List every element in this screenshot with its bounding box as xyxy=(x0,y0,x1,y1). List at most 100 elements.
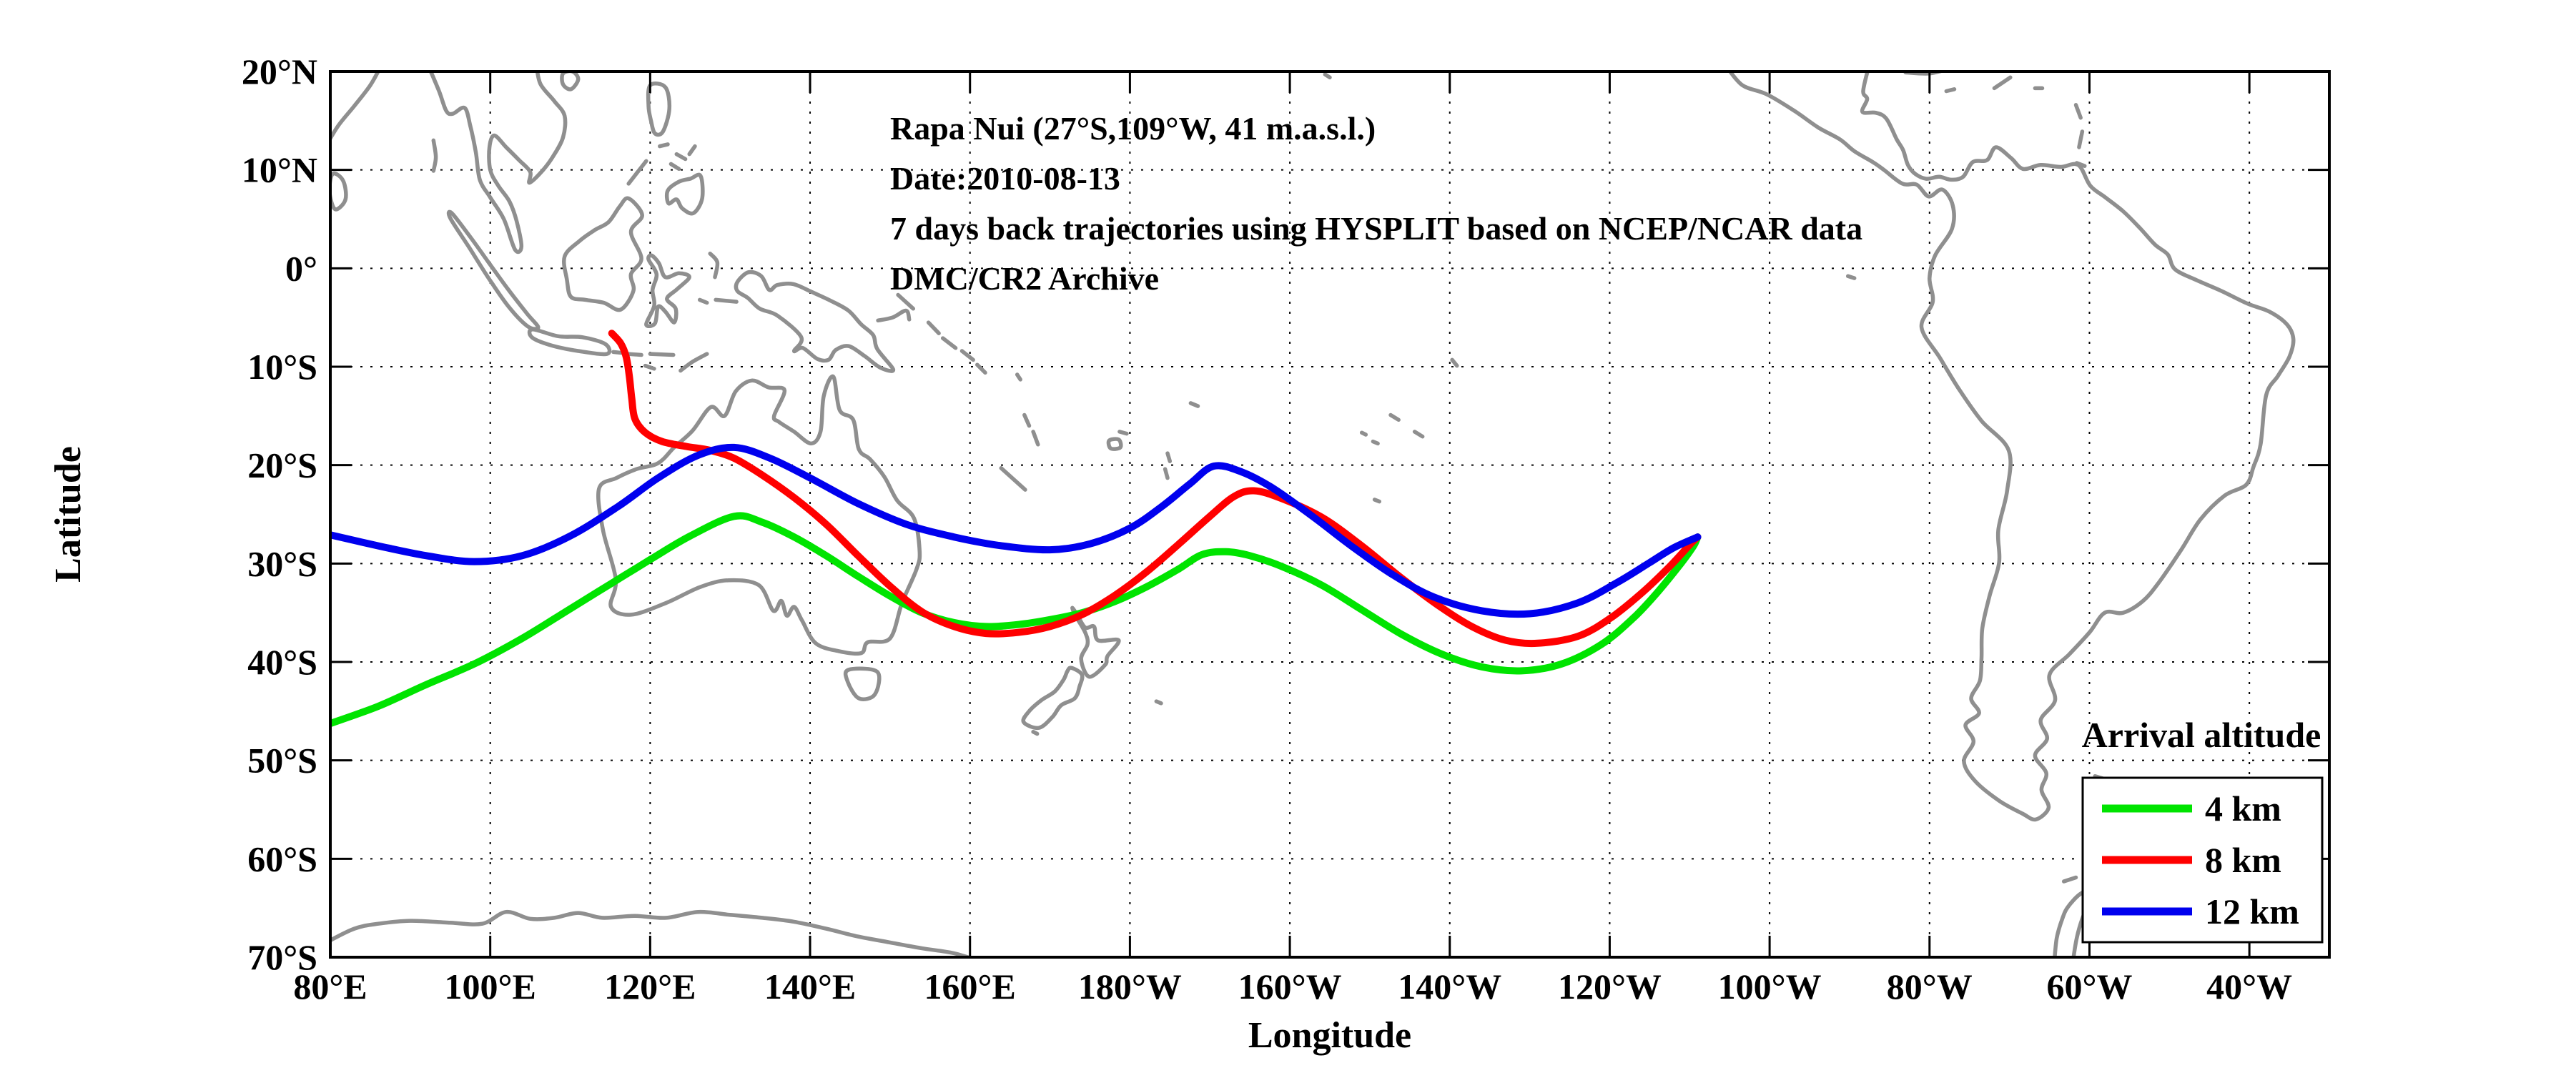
y-tick-label: 30°S xyxy=(247,543,317,583)
coastline-sumatra xyxy=(446,209,541,331)
coastline-tasmania xyxy=(843,666,882,701)
coastline-tahiti xyxy=(1371,439,1380,446)
axes-frame xyxy=(329,70,2331,959)
title-line-4: DMC/CR2 Archive xyxy=(890,260,1159,297)
x-tick-label: 40°W xyxy=(2206,966,2292,1007)
y-tick-label: 40°S xyxy=(247,642,317,682)
coastline-vanuatu-2 xyxy=(1031,430,1040,447)
coastline-tuamotu-1 xyxy=(1388,412,1401,422)
coastline-visayas-2 xyxy=(668,162,681,172)
coastline-solomons-2 xyxy=(940,336,958,350)
axis-titles: Longitude Latitude xyxy=(48,446,1411,1056)
x-axis-title: Longitude xyxy=(1248,1015,1411,1056)
coastline-fiji xyxy=(1106,437,1123,451)
y-tick-label: 50°S xyxy=(247,741,317,781)
coastline-hainan xyxy=(560,71,581,92)
x-tick-label: 140°W xyxy=(1398,966,1501,1007)
x-tick-label: 180°W xyxy=(1078,966,1182,1007)
coastline-palawan xyxy=(626,159,648,186)
coastline-australia xyxy=(596,374,922,656)
coastline-chatham xyxy=(1154,699,1163,706)
coastline-new-ireland xyxy=(896,292,916,311)
trajectories xyxy=(330,330,1702,728)
x-tick-label: 80°E xyxy=(293,966,367,1007)
coastline-timor xyxy=(678,352,709,373)
coastline-marquesas xyxy=(1450,357,1459,368)
y-tick-label: 20°N xyxy=(242,51,317,92)
coastline-sumba xyxy=(643,363,656,371)
coastline-andaman xyxy=(431,138,438,173)
coastline-samar xyxy=(687,144,697,157)
coastline-galapagos xyxy=(1845,274,1857,280)
y-tick-label: 0° xyxy=(285,248,317,288)
trajectory-12-km xyxy=(330,443,1702,618)
coastline-new-britain xyxy=(876,308,912,323)
coastline-lesser-antilles-1 xyxy=(2073,103,2083,120)
coastline-sulawesi xyxy=(644,253,691,329)
coastline-nz-north-island xyxy=(1070,605,1121,679)
coastline-new-guinea xyxy=(734,270,896,373)
y-tick-label: 10°N xyxy=(242,150,317,190)
coastline-borneo xyxy=(562,196,644,312)
y-axis-title: Latitude xyxy=(48,446,89,583)
coastline-halmahera xyxy=(708,251,720,280)
gridlines xyxy=(330,71,2329,957)
x-tick-labels: 80°E 100°E 120°E 140°E 160°E 180°W 160°W 140°W 1… xyxy=(293,966,2292,1007)
coastline-antarctica xyxy=(330,909,974,957)
coastline-south-shetland xyxy=(2061,875,2078,884)
trajectory-8-km xyxy=(608,330,1702,648)
x-tick-label: 100°W xyxy=(1718,966,1822,1007)
coastline-tuamotu-2 xyxy=(1412,430,1425,439)
x-tick-label: 160°E xyxy=(924,966,1016,1007)
x-tick-label: 120°W xyxy=(1558,966,1662,1007)
y-tick-labels: 20°N 10°N 0° 10°S 20°S 30°S 40°S 50°S 60°S 70°S xyxy=(242,51,317,977)
x-tick-label: 80°W xyxy=(1887,966,1973,1007)
x-tick-label: 160°W xyxy=(1238,966,1342,1007)
coastline-austral xyxy=(1372,498,1382,504)
coastlines xyxy=(330,71,2296,957)
coastline-stewart-island xyxy=(1031,729,1040,736)
y-tick-label: 60°S xyxy=(247,839,317,879)
coastline-trinidad xyxy=(2074,161,2087,168)
coastline-society-1 xyxy=(1359,430,1368,437)
coastline-nz-south-island xyxy=(1021,666,1085,731)
coastline-lesser-antilles-2 xyxy=(2077,129,2085,149)
legend-label-8-km: 8 km xyxy=(2205,840,2281,880)
coastline-hispaniola xyxy=(1992,75,2013,91)
coastline-india-east-coast xyxy=(330,71,380,143)
coastline-solomons-4 xyxy=(975,362,987,375)
y-tick-label: 20°S xyxy=(247,445,317,485)
coastline-java xyxy=(527,327,612,357)
coastline-mindanao xyxy=(664,172,705,216)
coastline-flores xyxy=(648,352,676,357)
y-tick-label: 70°S xyxy=(247,937,317,977)
legend-label-12-km: 12 km xyxy=(2205,891,2299,931)
coastline-sri-lanka xyxy=(330,171,348,212)
legend-title: Arrival altitude xyxy=(2082,715,2321,755)
coastline-hawaii xyxy=(1323,72,1332,80)
coastline-seram xyxy=(714,297,739,304)
tick-marks xyxy=(330,71,2329,957)
x-tick-label: 120°E xyxy=(604,966,696,1007)
coastline-new-caledonia xyxy=(999,466,1027,492)
coastline-santa-cruz xyxy=(1015,372,1022,382)
coastline-samoa xyxy=(1188,401,1200,408)
x-tick-label: 140°E xyxy=(764,966,856,1007)
coastline-luzon xyxy=(646,81,672,137)
x-tick-label: 60°W xyxy=(2046,966,2132,1007)
coastline-solomons-1 xyxy=(926,320,941,335)
coastline-fiji-vanua-levu xyxy=(1117,430,1129,436)
coastline-tonga-1 xyxy=(1165,451,1173,463)
title-block: Rapa Nui (27°S,109°W, 41 m.a.s.l.) Date:2… xyxy=(890,110,1862,297)
coastline-solomons-3 xyxy=(959,349,975,362)
title-line-2: Date:2010-08-13 xyxy=(890,160,1120,197)
plot-border xyxy=(329,70,2331,959)
title-line-1: Rapa Nui (27°S,109°W, 41 m.a.s.l.) xyxy=(890,110,1376,147)
coastline-se-asia-mainland xyxy=(428,71,568,254)
x-tick-label: 100°E xyxy=(445,966,536,1007)
legend: Arrival altitude 4 km 8 km 12 km xyxy=(2081,715,2324,944)
y-tick-label: 10°S xyxy=(247,347,317,387)
coastline-tonga-2 xyxy=(1163,467,1170,480)
